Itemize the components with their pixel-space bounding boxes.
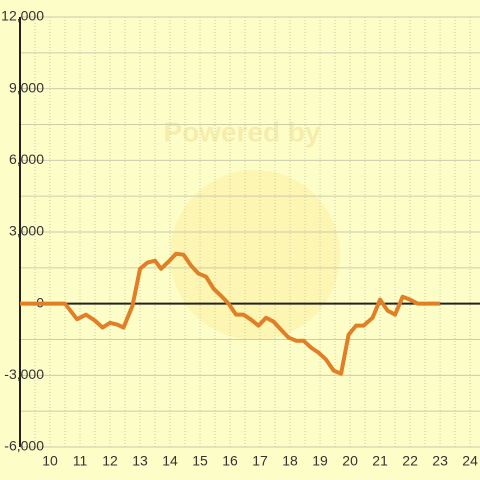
x-tick-label: 24 (462, 453, 478, 469)
x-tick-label: 18 (282, 453, 298, 469)
y-tick-label: -3,000 (4, 366, 44, 382)
x-tick-label: 22 (402, 453, 418, 469)
watermark: Powered by (163, 116, 321, 147)
x-tick-label: 11 (73, 453, 88, 469)
y-tick-label: 3,000 (9, 223, 44, 239)
x-tick-label: 10 (42, 453, 58, 469)
x-tick-label: 16 (222, 453, 238, 469)
y-tick-label: 12,000 (1, 8, 44, 24)
x-tick-label: 23 (432, 453, 448, 469)
watermark-logo (170, 170, 340, 340)
y-tick-label: 9,000 (9, 79, 44, 95)
x-tick-label: 14 (162, 453, 178, 469)
x-tick-label: 21 (372, 453, 388, 469)
y-tick-label: -6,000 (4, 438, 44, 454)
x-tick-label: 13 (132, 453, 148, 469)
x-tick-label: 20 (342, 453, 358, 469)
x-tick-label: 17 (252, 453, 268, 469)
y-tick-label: 6,000 (9, 151, 44, 167)
line-series (20, 251, 441, 376)
x-tick-label: 19 (312, 453, 328, 469)
x-tick-label: 12 (102, 453, 118, 469)
x-tick-label: 15 (192, 453, 208, 469)
